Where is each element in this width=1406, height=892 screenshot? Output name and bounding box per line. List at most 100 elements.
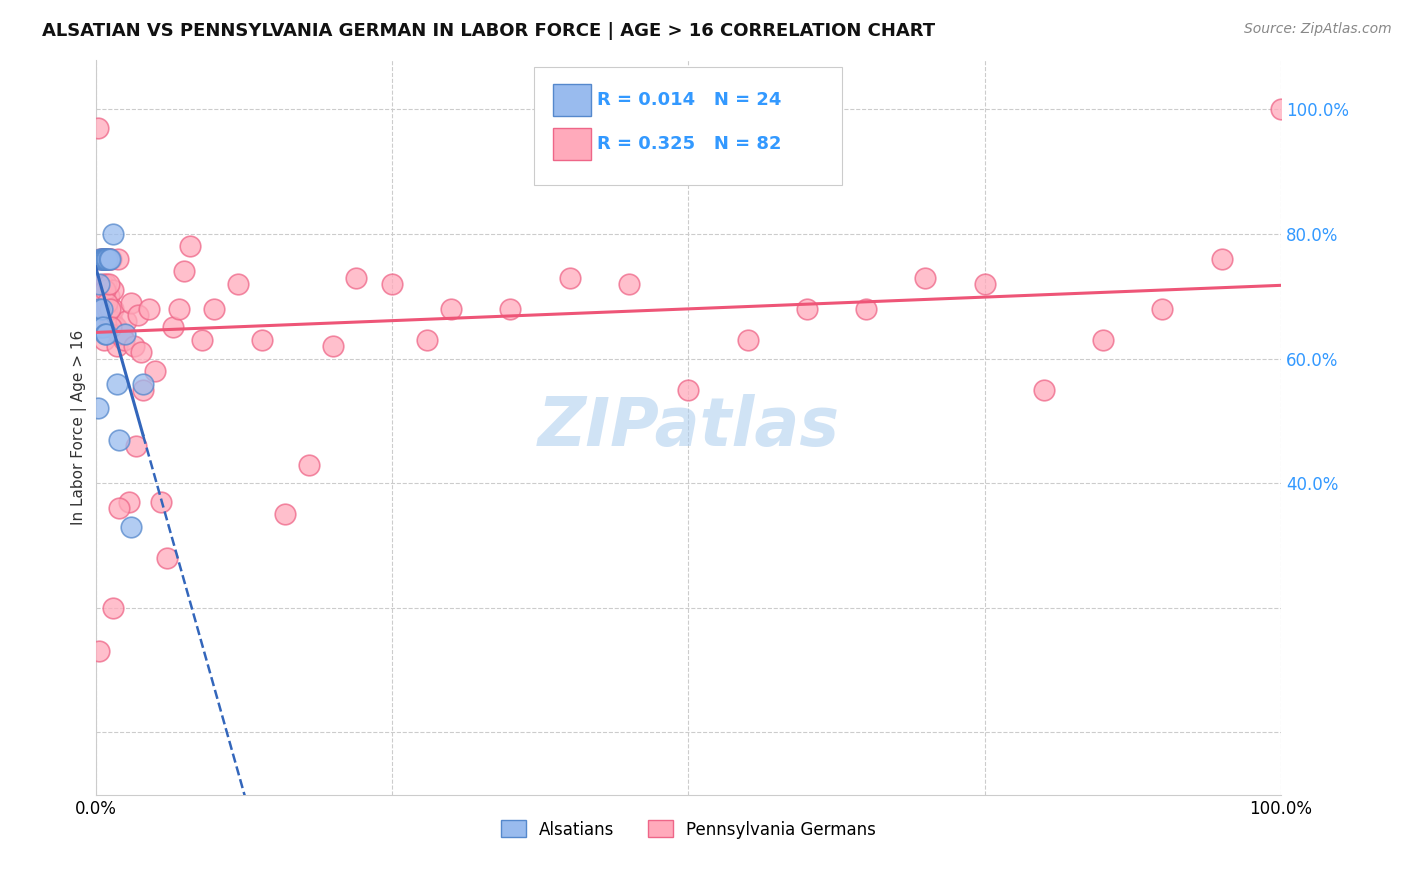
Point (499, 301, 522, 316)
Point (90, 252, 112, 266)
Point (97, 252, 120, 266)
Point (91, 252, 114, 266)
Point (143, 364, 166, 378)
Point (274, 508, 297, 522)
Point (118, 495, 141, 509)
Point (94, 252, 117, 266)
Point (108, 326, 131, 341)
Point (129, 345, 152, 359)
Point (89, 301, 111, 316)
Point (103, 320, 125, 334)
Point (120, 520, 142, 534)
Text: R = 0.014   N = 24: R = 0.014 N = 24 (598, 91, 782, 109)
Point (93, 252, 115, 266)
Point (90, 252, 112, 266)
Point (558, 270, 581, 285)
Point (89, 320, 111, 334)
Point (111, 326, 134, 341)
Point (796, 301, 818, 316)
Text: R = 0.325   N = 82: R = 0.325 N = 82 (598, 135, 782, 153)
Point (94, 252, 117, 266)
Point (1092, 333, 1115, 347)
Point (98, 301, 121, 316)
Point (855, 301, 877, 316)
Point (89, 252, 111, 266)
Point (132, 376, 155, 391)
Point (91, 277, 114, 291)
Point (115, 314, 138, 328)
Point (156, 551, 179, 566)
Point (96, 277, 118, 291)
Y-axis label: In Labor Force | Age > 16: In Labor Force | Age > 16 (72, 329, 87, 524)
Point (96, 252, 118, 266)
Point (114, 326, 136, 341)
Point (173, 264, 195, 278)
Point (105, 376, 128, 391)
Point (105, 339, 128, 353)
Point (96, 252, 118, 266)
Point (1211, 252, 1233, 266)
Point (138, 301, 160, 316)
Point (94, 289, 117, 303)
Point (91, 301, 114, 316)
Point (322, 339, 344, 353)
Point (98, 314, 121, 328)
Point (94, 326, 117, 341)
Point (250, 333, 273, 347)
Point (120, 295, 142, 310)
Point (93, 333, 115, 347)
Point (440, 301, 463, 316)
FancyBboxPatch shape (553, 84, 591, 116)
Point (973, 277, 995, 291)
Point (97, 252, 120, 266)
Point (112, 333, 135, 347)
Legend: Alsatians, Pennsylvania Germans: Alsatians, Pennsylvania Germans (494, 814, 883, 846)
Point (97, 289, 120, 303)
Point (91, 320, 114, 334)
Point (108, 501, 131, 516)
FancyBboxPatch shape (553, 128, 591, 161)
Point (737, 333, 759, 347)
Point (191, 333, 214, 347)
Point (96, 252, 118, 266)
Point (89, 644, 111, 658)
Point (103, 283, 125, 297)
Point (1032, 383, 1054, 397)
Point (104, 320, 127, 334)
Point (132, 383, 155, 397)
Point (162, 320, 184, 334)
Point (96, 295, 118, 310)
Point (103, 227, 125, 241)
Point (100, 252, 122, 266)
Point (100, 320, 122, 334)
Point (96, 252, 118, 266)
Point (89, 277, 111, 291)
Point (1270, 103, 1292, 117)
Point (226, 277, 249, 291)
Point (416, 333, 439, 347)
Point (202, 301, 225, 316)
Point (87, 401, 110, 416)
Text: Source: ZipAtlas.com: Source: ZipAtlas.com (1244, 22, 1392, 37)
Point (93, 252, 115, 266)
Point (87, 121, 110, 136)
Point (101, 314, 124, 328)
Point (108, 433, 131, 447)
Point (179, 239, 201, 253)
Point (1152, 301, 1174, 316)
Point (98, 252, 121, 266)
Point (127, 308, 149, 322)
Point (90, 301, 112, 316)
FancyBboxPatch shape (534, 67, 842, 185)
Point (125, 439, 148, 453)
Text: ALSATIAN VS PENNSYLVANIA GERMAN IN LABOR FORCE | AGE > 16 CORRELATION CHART: ALSATIAN VS PENNSYLVANIA GERMAN IN LABOR… (42, 22, 935, 40)
Point (96, 301, 118, 316)
Text: ZIPatlas: ZIPatlas (537, 394, 839, 460)
Point (103, 600, 125, 615)
Point (96, 326, 118, 341)
Point (93, 252, 115, 266)
Point (94, 283, 117, 297)
Point (90, 320, 112, 334)
Point (89, 252, 111, 266)
Point (914, 270, 936, 285)
